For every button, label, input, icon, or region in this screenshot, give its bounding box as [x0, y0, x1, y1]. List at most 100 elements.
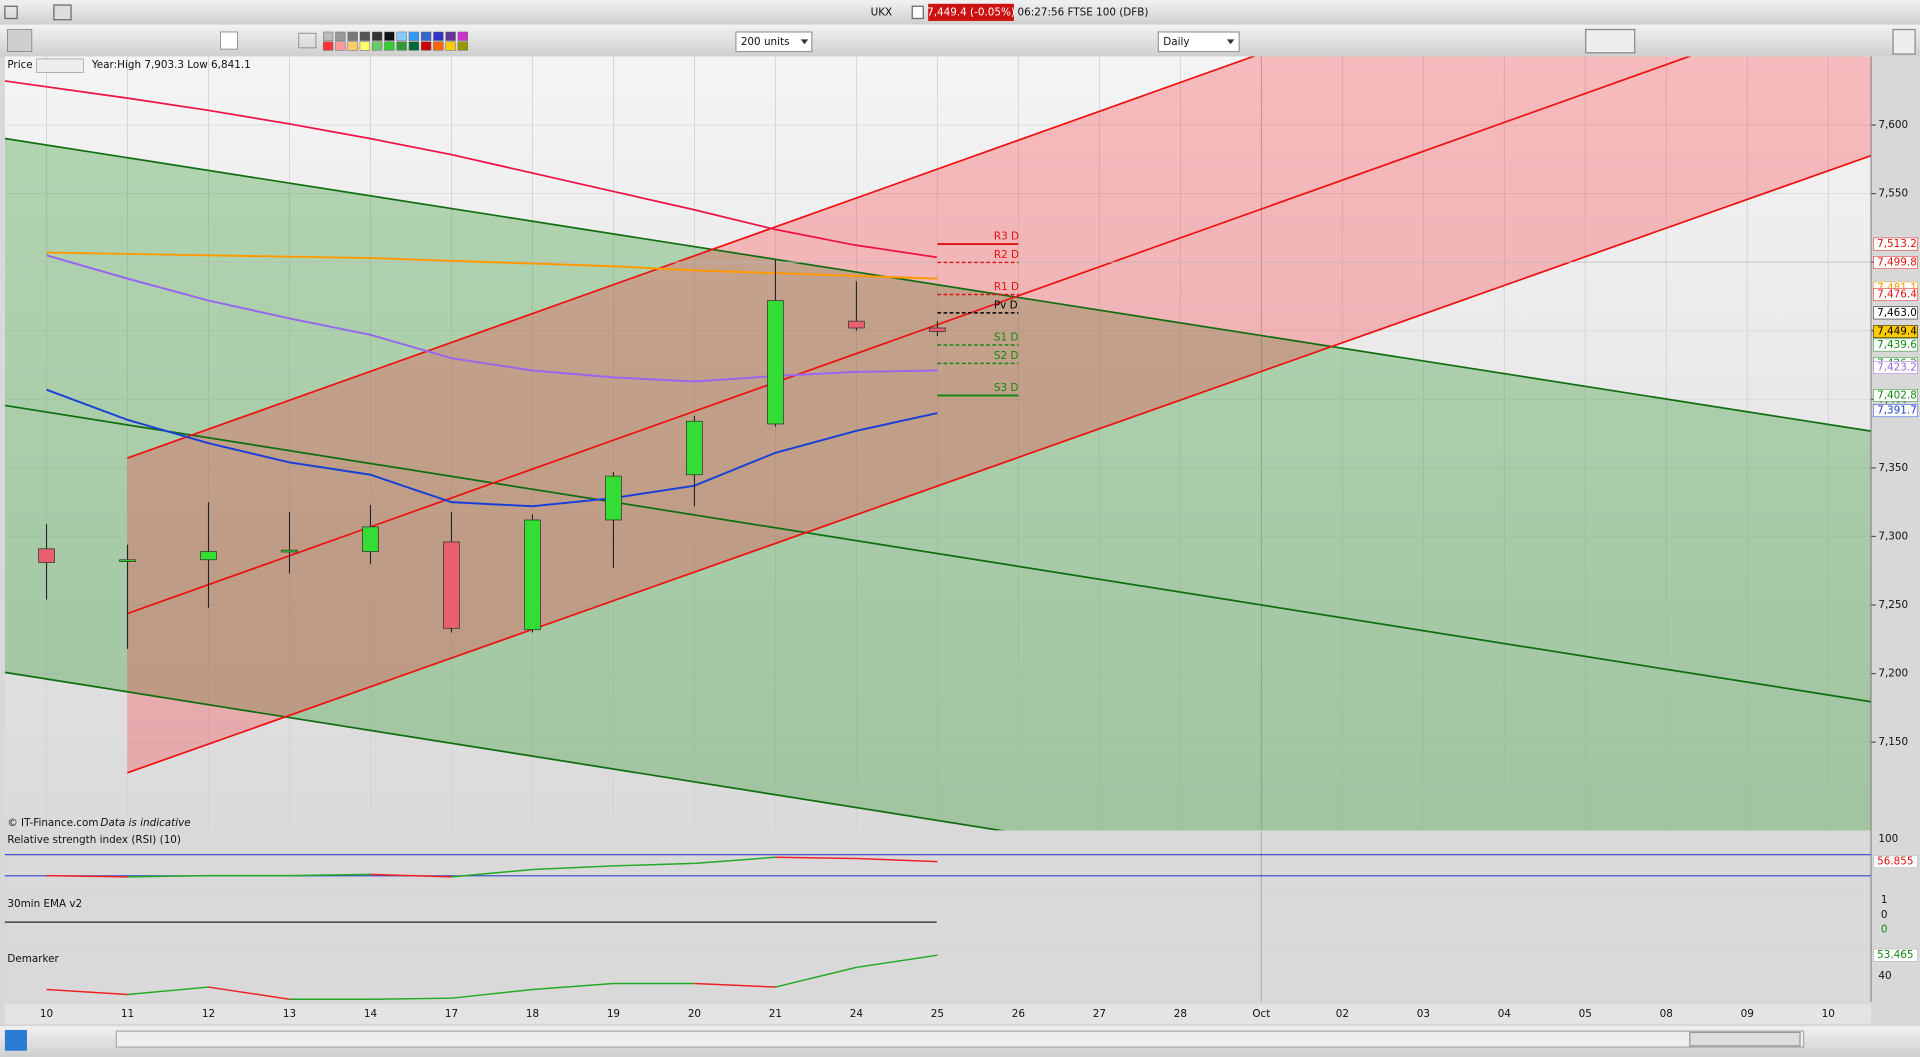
indicator-segment: [46, 988, 128, 996]
scrollbar[interactable]: [115, 1030, 1805, 1048]
info-icon[interactable]: [911, 5, 924, 20]
palette-swatch[interactable]: [445, 31, 456, 41]
y-tick-label: 7,250: [1878, 599, 1908, 611]
axis-layer: 10 11 12 13 14 17 18 19 20 21 24 25 26 27 28 Oct 02 03 04 0…: [40, 56, 1918, 1020]
x-tick-label: 24: [850, 1008, 864, 1020]
panel-title: Price: [7, 59, 32, 71]
y-tick-label: 7,150: [1878, 736, 1908, 748]
price-tag: [1873, 361, 1918, 374]
close-button[interactable]: [4, 5, 18, 20]
moving-average: [46, 254, 938, 383]
price-tag: [1873, 389, 1918, 402]
palette-swatch[interactable]: [372, 41, 383, 51]
interval-text: Daily: [1163, 36, 1189, 48]
palette-swatch[interactable]: [347, 41, 358, 51]
units-dropdown[interactable]: [735, 31, 813, 53]
candle-body: [281, 549, 298, 553]
palette-swatch[interactable]: [384, 41, 395, 51]
price-tag: [1873, 325, 1918, 338]
pivot-label: R3 D: [994, 231, 1019, 243]
indicator-segment: [856, 954, 938, 969]
ema-label: 0: [1881, 924, 1888, 936]
palette-swatch[interactable]: [408, 31, 420, 41]
candle-body: [605, 475, 622, 521]
palette-swatch[interactable]: [323, 31, 334, 41]
candle-body: [929, 327, 946, 332]
info-text: 06:27:56 FTSE 100 (DFB): [1018, 6, 1149, 18]
indicator-segment: [46, 874, 128, 878]
indicator-title: Relative strength index (RSI) (10): [7, 834, 181, 846]
palette-swatch[interactable]: [384, 31, 395, 41]
palette-swatch[interactable]: [420, 41, 432, 51]
x-tick-label: 04: [1498, 1008, 1512, 1020]
price-tag-label: 7,476.4: [1877, 289, 1917, 301]
x-tick-label: 14: [364, 1008, 378, 1020]
palette-swatch[interactable]: [457, 31, 469, 41]
rect-tool[interactable]: [298, 32, 317, 49]
keyboard-icon[interactable]: [53, 4, 72, 21]
units-text: 200 units: [741, 36, 790, 48]
price-tag: [1873, 306, 1918, 320]
palette-swatch[interactable]: [359, 41, 371, 51]
ema-label: 1: [1881, 894, 1888, 906]
palette-swatch[interactable]: [433, 31, 444, 41]
indicator-segment: [208, 986, 290, 1001]
palette-swatch[interactable]: [408, 41, 420, 51]
copyright: © IT-Finance.com: [7, 817, 98, 829]
indicator-segment: [451, 988, 533, 999]
palette-swatch[interactable]: [457, 41, 469, 51]
price-tag: [1873, 338, 1918, 352]
palette-swatch[interactable]: [372, 31, 383, 41]
demarker-panel: [4, 951, 1872, 1002]
plot-background: [4, 56, 1872, 831]
x-tick-label: 18: [526, 1008, 539, 1020]
price-tag: [1873, 237, 1918, 251]
x-tick-label: 09: [1741, 1008, 1754, 1020]
palette-swatch[interactable]: [433, 41, 444, 51]
pivot-label: S2 D: [994, 350, 1019, 362]
y-tick-label: 7,300: [1878, 530, 1908, 542]
price-tag-label: 7,391.7: [1877, 405, 1917, 417]
channel-line: [4, 137, 1872, 432]
indicator-segment: [694, 982, 776, 988]
date-axis: [4, 1004, 1872, 1024]
palette-swatch[interactable]: [335, 41, 346, 51]
x-tick-label: 08: [1660, 1008, 1673, 1020]
envelope-line: [4, 80, 937, 259]
palette-swatch[interactable]: [323, 41, 334, 51]
side-button[interactable]: [1892, 28, 1916, 55]
palette-swatch[interactable]: [396, 31, 407, 41]
x-tick-label: 25: [931, 1008, 944, 1020]
dropdown-arrow: [1226, 39, 1235, 45]
disclaimer: Data is indicative: [100, 817, 190, 829]
plot-area: R3 D R2 D R1 D Pv D S1 D S2 D S3 D: [4, 56, 1872, 831]
palette-swatch[interactable]: [396, 41, 407, 51]
scroll-thumb[interactable]: [1689, 1031, 1801, 1047]
palette-swatch[interactable]: [359, 31, 371, 41]
pivot-label: Pv D: [994, 300, 1018, 312]
palette-swatch[interactable]: [335, 31, 346, 41]
interval-dropdown[interactable]: [1157, 31, 1240, 53]
chart-type-button[interactable]: [1585, 28, 1636, 54]
palette-swatch[interactable]: [420, 31, 432, 41]
text-tool[interactable]: [220, 31, 238, 50]
indicator-segment: [370, 873, 452, 878]
panel-buttons[interactable]: [36, 58, 84, 73]
candle-body: [767, 300, 784, 425]
chart-layer: R3 D R2 D R1 D Pv D S1 D S2 D S3 D: [38, 231, 1019, 649]
moving-average: [46, 388, 938, 508]
palette-swatch[interactable]: [445, 41, 456, 51]
select-tool[interactable]: [6, 29, 33, 52]
price-tag-label: 7,449.4: [1877, 326, 1917, 338]
candle-body: [200, 551, 217, 561]
share-button[interactable]: [4, 1029, 27, 1051]
green-channel: [4, 138, 1872, 831]
y-tick-label: 7,350: [1878, 462, 1908, 474]
indicator-segment: [694, 856, 776, 865]
palette-swatch[interactable]: [347, 31, 358, 41]
price-tag-label: 7,463.0: [1877, 307, 1917, 319]
moving-average: [46, 251, 938, 280]
